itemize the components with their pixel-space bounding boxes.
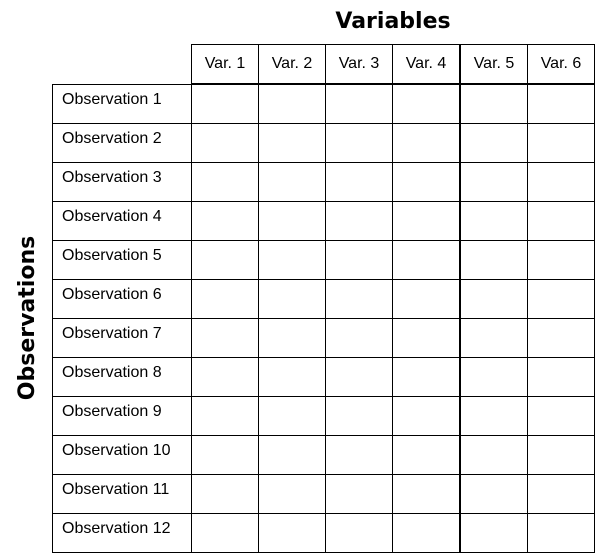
data-cell — [460, 357, 528, 397]
data-cell — [460, 201, 528, 241]
data-cell — [258, 435, 326, 475]
column-header-var-3: Var. 3 — [325, 44, 393, 84]
data-cell — [191, 123, 259, 163]
data-cell — [392, 84, 460, 124]
row-header-observation-9: Observation 9 — [52, 396, 192, 436]
data-cell — [527, 240, 595, 280]
column-header-var-4: Var. 4 — [392, 44, 460, 84]
data-cell — [191, 474, 259, 514]
row-header-observation-4: Observation 4 — [52, 201, 192, 241]
data-cell — [527, 123, 595, 163]
data-cell — [460, 162, 528, 202]
data-cell — [392, 123, 460, 163]
data-cell — [325, 84, 393, 124]
data-cell — [191, 84, 259, 124]
data-cell — [460, 84, 528, 124]
data-cell — [325, 435, 393, 475]
data-cell — [460, 513, 528, 553]
data-cell — [258, 318, 326, 358]
data-cell — [460, 474, 528, 514]
data-cell — [191, 279, 259, 319]
data-cell — [325, 123, 393, 163]
data-cell — [191, 435, 259, 475]
data-cell — [191, 318, 259, 358]
variables-title: Variables — [335, 9, 451, 34]
row-header-observation-12: Observation 12 — [52, 513, 192, 553]
data-cell — [392, 279, 460, 319]
row-header-observation-10: Observation 10 — [52, 435, 192, 475]
data-cell — [460, 240, 528, 280]
data-cell — [392, 474, 460, 514]
data-cell — [527, 279, 595, 319]
data-cell — [460, 396, 528, 436]
data-cell — [325, 318, 393, 358]
data-cell — [258, 396, 326, 436]
data-cell — [325, 162, 393, 202]
data-cell — [325, 240, 393, 280]
column-header-var-5: Var. 5 — [460, 44, 528, 84]
data-cell — [258, 357, 326, 397]
data-cell — [392, 396, 460, 436]
data-cell — [460, 123, 528, 163]
data-cell — [392, 318, 460, 358]
data-cell — [392, 435, 460, 475]
data-cell — [527, 474, 595, 514]
data-cell — [392, 240, 460, 280]
column-header-var-6: Var. 6 — [527, 44, 595, 84]
data-cell — [191, 357, 259, 397]
row-header-observation-7: Observation 7 — [52, 318, 192, 358]
data-cell — [527, 318, 595, 358]
row-header-observation-5: Observation 5 — [52, 240, 192, 280]
data-cell — [191, 162, 259, 202]
data-cell — [191, 396, 259, 436]
row-header-observation-6: Observation 6 — [52, 279, 192, 319]
data-cell — [258, 240, 326, 280]
data-cell — [392, 357, 460, 397]
data-cell — [325, 396, 393, 436]
column-header-var-2: Var. 2 — [258, 44, 326, 84]
data-cell — [527, 201, 595, 241]
data-cell — [527, 435, 595, 475]
data-cell — [191, 201, 259, 241]
data-cell — [325, 357, 393, 397]
data-cell — [325, 474, 393, 514]
row-header-observation-8: Observation 8 — [52, 357, 192, 397]
data-cell — [258, 279, 326, 319]
data-cell — [258, 123, 326, 163]
data-cell — [392, 162, 460, 202]
data-cell — [325, 201, 393, 241]
data-cell — [325, 513, 393, 553]
data-cell — [527, 357, 595, 397]
data-cell — [392, 201, 460, 241]
data-cell — [527, 396, 595, 436]
data-cell — [191, 240, 259, 280]
data-cell — [527, 513, 595, 553]
data-cell — [527, 162, 595, 202]
data-cell — [258, 162, 326, 202]
data-cell — [258, 201, 326, 241]
data-cell — [460, 435, 528, 475]
row-header-observation-1: Observation 1 — [52, 84, 192, 124]
data-cell — [258, 513, 326, 553]
data-cell — [460, 318, 528, 358]
observations-title: Observations — [15, 235, 40, 401]
data-cell — [258, 474, 326, 514]
row-header-observation-11: Observation 11 — [52, 474, 192, 514]
row-header-observation-2: Observation 2 — [52, 123, 192, 163]
data-cell — [191, 513, 259, 553]
data-cell — [392, 513, 460, 553]
data-cell — [527, 84, 595, 124]
data-cell — [258, 84, 326, 124]
data-cell — [325, 279, 393, 319]
column-header-var-1: Var. 1 — [191, 44, 259, 84]
row-header-observation-3: Observation 3 — [52, 162, 192, 202]
data-cell — [460, 279, 528, 319]
